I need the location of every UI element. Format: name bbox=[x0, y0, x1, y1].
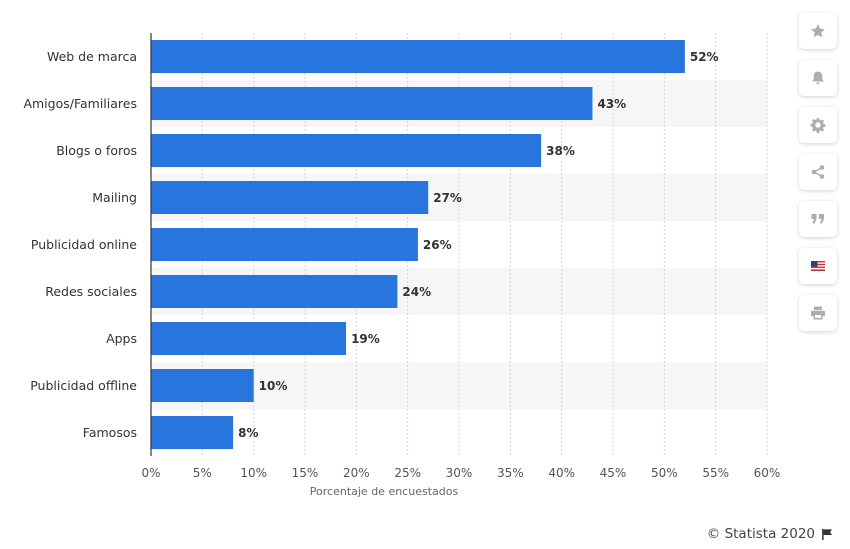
x-tick-label: 55% bbox=[702, 466, 729, 480]
x-tick-label: 10% bbox=[240, 466, 267, 480]
value-label: 27% bbox=[433, 191, 462, 205]
bell-icon bbox=[812, 71, 824, 85]
category-label: Redes sociales bbox=[45, 284, 137, 299]
x-tick-label: 35% bbox=[497, 466, 524, 480]
star-icon bbox=[811, 24, 825, 38]
favorite-button[interactable] bbox=[799, 13, 837, 49]
x-tick-label: 0% bbox=[141, 466, 160, 480]
gear-icon bbox=[810, 118, 826, 133]
x-axis-title: Porcentaje de encuestados bbox=[310, 485, 459, 498]
value-label: 19% bbox=[351, 332, 380, 346]
x-tick-label: 30% bbox=[446, 466, 473, 480]
bar bbox=[151, 87, 593, 120]
bar bbox=[151, 181, 429, 214]
x-tick-label: 60% bbox=[754, 466, 780, 480]
quote-icon bbox=[811, 214, 824, 224]
x-tick-label: 25% bbox=[394, 466, 421, 480]
x-tick-label: 40% bbox=[548, 466, 575, 480]
bar bbox=[151, 322, 347, 355]
bar bbox=[151, 416, 234, 449]
value-label: 38% bbox=[546, 144, 575, 158]
value-label: 24% bbox=[402, 285, 431, 299]
print-icon bbox=[811, 306, 825, 320]
value-label: 26% bbox=[423, 238, 452, 252]
value-label: 43% bbox=[597, 97, 626, 111]
category-label: Mailing bbox=[92, 190, 137, 205]
share-button[interactable] bbox=[799, 154, 837, 190]
x-tick-label: 5% bbox=[193, 466, 212, 480]
x-tick-label: 15% bbox=[292, 466, 319, 480]
category-label: Web de marca bbox=[47, 49, 137, 64]
value-label: 10% bbox=[259, 379, 288, 393]
credit: © Statista 2020 bbox=[707, 526, 834, 542]
category-label: Apps bbox=[106, 331, 137, 346]
language-button[interactable] bbox=[799, 248, 837, 284]
bar bbox=[151, 369, 254, 402]
category-label: Famosos bbox=[83, 425, 137, 440]
bar bbox=[151, 275, 398, 308]
x-tick-label: 50% bbox=[651, 466, 678, 480]
bar bbox=[151, 228, 418, 261]
value-label: 52% bbox=[690, 50, 719, 64]
print-button[interactable] bbox=[799, 295, 837, 331]
settings-button[interactable] bbox=[799, 107, 837, 143]
category-label: Amigos/Familiares bbox=[23, 96, 137, 111]
notification-button[interactable] bbox=[799, 60, 837, 96]
bar bbox=[151, 134, 542, 167]
category-label: Publicidad online bbox=[31, 237, 137, 252]
us-flag-icon bbox=[811, 261, 825, 271]
category-label: Blogs o foros bbox=[56, 143, 137, 158]
x-tick-label: 45% bbox=[600, 466, 627, 480]
value-label: 8% bbox=[238, 426, 258, 440]
bar-chart: 0% 5% 10% 15% 20% 25% 30% 35% 40% 45% 50% 55% 60% Web… bbox=[23, 33, 780, 498]
sidebar-toolbar bbox=[799, 13, 839, 342]
bar bbox=[151, 40, 685, 73]
x-tick-label: 20% bbox=[343, 466, 370, 480]
share-icon bbox=[811, 165, 825, 179]
credit-text: © Statista 2020 bbox=[706, 526, 815, 542]
cite-button[interactable] bbox=[799, 201, 837, 237]
category-label: Publicidad offline bbox=[30, 378, 137, 393]
flag-icon[interactable] bbox=[821, 528, 834, 541]
